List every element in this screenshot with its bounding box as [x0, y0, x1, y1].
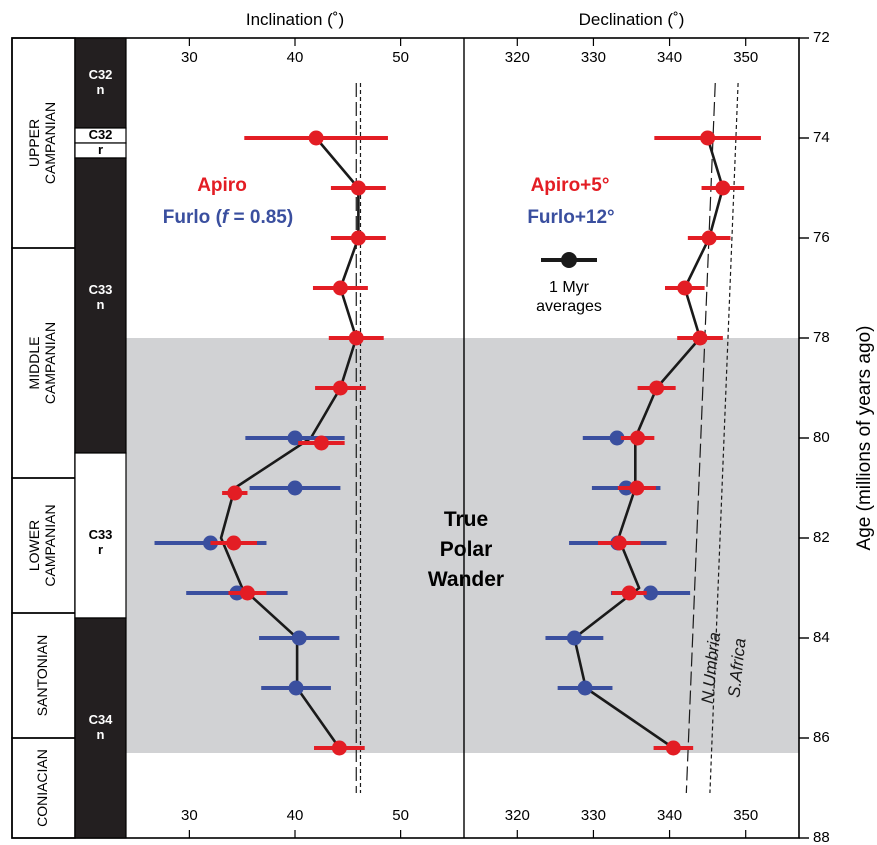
- apiro-point: [630, 430, 646, 446]
- apiro-point: [348, 330, 364, 346]
- apiro-point: [692, 330, 708, 346]
- reference-line: [685, 82, 716, 794]
- furlo-point: [287, 480, 303, 496]
- panel-title: Declination (˚): [579, 10, 685, 29]
- legend-apiro: Apiro: [197, 175, 247, 196]
- chron-label: n: [97, 82, 105, 97]
- inclination-legend: Apiro Furlo (f = 0.85): [163, 175, 293, 228]
- top-tick-label: 340: [657, 49, 682, 66]
- apiro-point: [665, 740, 681, 756]
- stage-label: MIDDLE: [26, 337, 42, 390]
- legend-furlo-text: Furlo (: [163, 207, 223, 228]
- age-tick-label: 86: [813, 729, 830, 746]
- apiro-point: [701, 230, 717, 246]
- chron-label: C33: [89, 527, 113, 542]
- bottom-tick-label: 320: [505, 807, 530, 824]
- top-tick-label: 40: [287, 49, 304, 66]
- chron-label: n: [97, 727, 105, 742]
- age-tick-label: 84: [813, 629, 830, 646]
- apiro-point: [715, 180, 731, 196]
- chron-block: [74, 157, 127, 454]
- avg-legend-label: averages: [536, 298, 602, 315]
- chron-label: r: [98, 142, 103, 157]
- chron-label: C32: [89, 67, 113, 82]
- furlo-point: [643, 585, 659, 601]
- legend-furlo: Furlo+12°: [527, 207, 614, 228]
- age-tick-label: 76: [813, 229, 830, 246]
- chron-label: n: [97, 297, 105, 312]
- axes: 72 74 76 78 80 82 84 86 88 Age (millions of years…: [799, 29, 875, 845]
- age-tick-label: 88: [813, 829, 830, 845]
- apiro-point: [239, 585, 255, 601]
- stage-label: CONIACIAN: [34, 749, 50, 827]
- age-tick-label: 82: [813, 529, 830, 546]
- apiro-point: [700, 130, 716, 146]
- bottom-tick-label: 40: [287, 807, 304, 824]
- stage-label: CAMPANIAN: [42, 504, 58, 586]
- panels: Inclination (˚) 30 30 40 40 50 50 Declination (…: [154, 10, 761, 838]
- legend-furlo-f: f: [222, 207, 230, 228]
- declination-panel: Declination (˚) 320 320 330 330 340 340 350 350: [505, 10, 761, 838]
- stage-label: CAMPANIAN: [42, 102, 58, 184]
- apiro-point: [621, 585, 637, 601]
- chron-label: C34: [89, 712, 114, 727]
- furlo-point: [566, 630, 582, 646]
- top-tick-label: 320: [505, 49, 530, 66]
- legend-furlo-value: = 0.85): [228, 207, 293, 228]
- age-tick-label: 80: [813, 429, 830, 446]
- legend-apiro: Apiro+5°: [531, 175, 610, 196]
- apiro-point: [649, 380, 665, 396]
- bottom-tick-label: 350: [733, 807, 758, 824]
- legend-furlo: Furlo (f = 0.85): [163, 207, 293, 228]
- apiro-point: [308, 130, 324, 146]
- apiro-point: [226, 535, 242, 551]
- chron-block: [74, 452, 127, 619]
- inclination-panel: Inclination (˚) 30 30 40 40 50 50: [154, 10, 409, 838]
- top-tick-label: 330: [581, 49, 606, 66]
- tpw-annotation-line: Polar: [440, 538, 493, 561]
- bottom-tick-label: 340: [657, 807, 682, 824]
- apiro-point: [611, 535, 627, 551]
- apiro-point: [227, 485, 243, 501]
- furlo-point: [288, 680, 304, 696]
- age-tick-label: 72: [813, 29, 830, 46]
- stage-label: UPPER: [26, 119, 42, 167]
- apiro-point: [332, 280, 348, 296]
- apiro-point: [350, 180, 366, 196]
- chron-block: [74, 37, 127, 129]
- top-tick-label: 30: [181, 49, 198, 66]
- tpw-annotation-line: Wander: [428, 568, 504, 591]
- bottom-tick-label: 330: [581, 807, 606, 824]
- apiro-point: [313, 435, 329, 451]
- stage-label: SANTONIAN: [34, 635, 50, 716]
- panel-title: Inclination (˚): [246, 10, 344, 29]
- apiro-point: [332, 380, 348, 396]
- chron-label: C33: [89, 282, 113, 297]
- tpw-annotation-line: True: [444, 508, 488, 531]
- age-tick-label: 78: [813, 329, 830, 346]
- stage-label: LOWER: [26, 520, 42, 571]
- avg-legend-label: 1 Myr: [549, 279, 590, 296]
- chron-block: [74, 617, 127, 839]
- apiro-point: [331, 740, 347, 756]
- top-tick-label: 50: [392, 49, 409, 66]
- apiro-point: [677, 280, 693, 296]
- furlo-point: [609, 430, 625, 446]
- chron-label: r: [98, 542, 103, 557]
- apiro-point: [629, 480, 645, 496]
- chron-label: C32: [89, 127, 113, 142]
- furlo-point: [291, 630, 307, 646]
- bottom-tick-label: 50: [392, 807, 409, 824]
- apiro-point: [350, 230, 366, 246]
- avg-legend-point: [561, 252, 577, 268]
- furlo-point: [577, 680, 593, 696]
- top-tick-label: 350: [733, 49, 758, 66]
- age-axis-label: Age (millions of years ago): [854, 326, 875, 551]
- age-tick-label: 74: [813, 129, 830, 146]
- bottom-tick-label: 30: [181, 807, 198, 824]
- stage-label: CAMPANIAN: [42, 322, 58, 404]
